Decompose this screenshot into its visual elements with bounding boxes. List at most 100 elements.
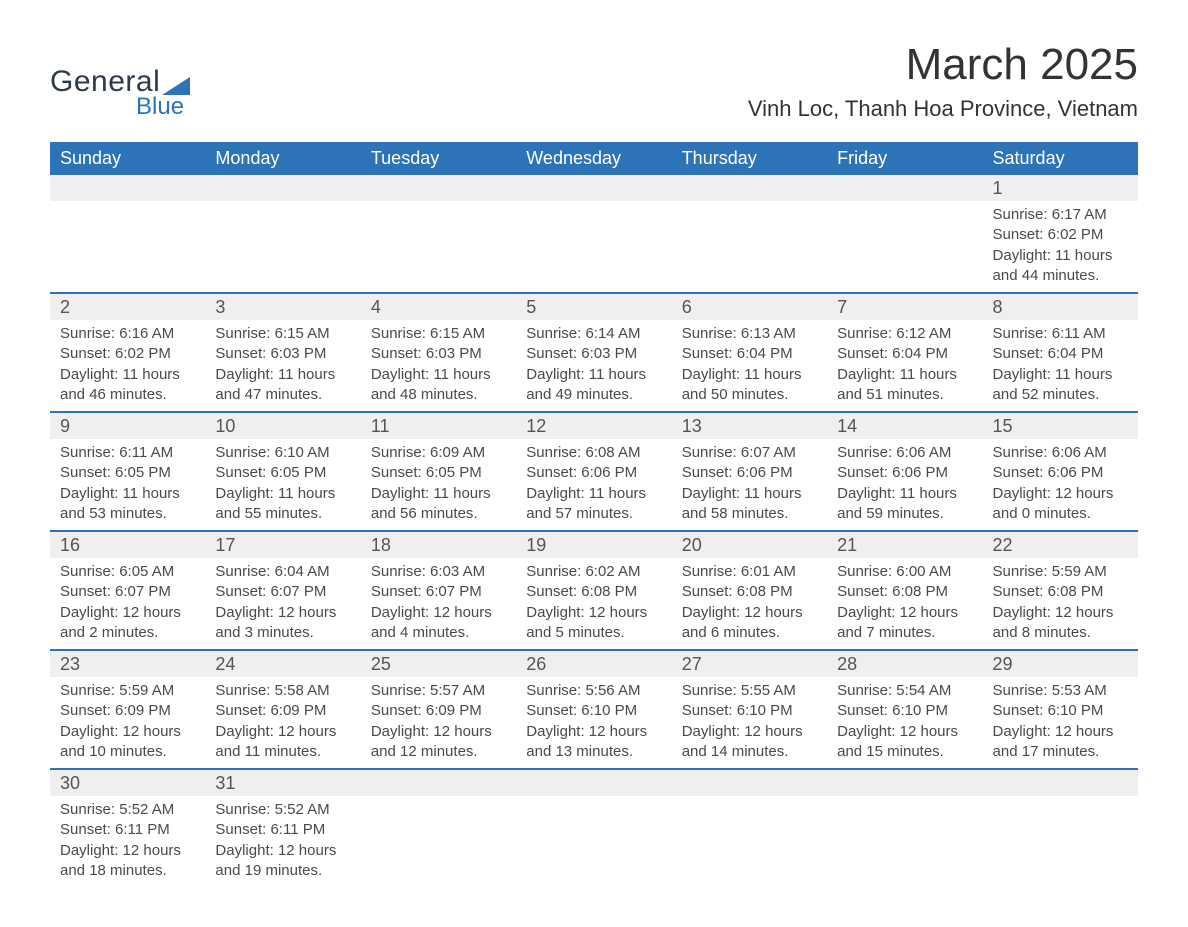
day-number-cell: 30 <box>50 769 205 796</box>
sunset-text: Sunset: 6:04 PM <box>837 344 972 364</box>
day-number-cell <box>827 769 982 796</box>
day-detail-cell <box>827 796 982 887</box>
day-detail-cell: Sunrise: 6:16 AMSunset: 6:02 PMDaylight:… <box>50 320 205 412</box>
month-title: March 2025 <box>748 40 1138 90</box>
day-number-cell: 7 <box>827 293 982 320</box>
sunset-text: Sunset: 6:06 PM <box>837 463 972 483</box>
title-block: March 2025 Vinh Loc, Thanh Hoa Province,… <box>748 40 1138 122</box>
day-detail-cell <box>672 201 827 293</box>
day-number-cell: 20 <box>672 531 827 558</box>
daylight-text: Daylight: 12 hours and 15 minutes. <box>837 722 972 763</box>
day-number-cell: 6 <box>672 293 827 320</box>
weekday-thursday: Thursday <box>672 142 827 175</box>
day-detail-cell: Sunrise: 6:02 AMSunset: 6:08 PMDaylight:… <box>516 558 671 650</box>
daylight-text: Daylight: 12 hours and 18 minutes. <box>60 841 195 882</box>
day-number-cell: 31 <box>205 769 360 796</box>
sunset-text: Sunset: 6:02 PM <box>60 344 195 364</box>
daylight-text: Daylight: 12 hours and 8 minutes. <box>993 603 1128 644</box>
day-detail-cell <box>983 796 1138 887</box>
day-detail-cell: Sunrise: 6:01 AMSunset: 6:08 PMDaylight:… <box>672 558 827 650</box>
calendar-header: Sunday Monday Tuesday Wednesday Thursday… <box>50 142 1138 175</box>
sunset-text: Sunset: 6:03 PM <box>215 344 350 364</box>
sunrise-text: Sunrise: 6:04 AM <box>215 562 350 582</box>
sunset-text: Sunset: 6:08 PM <box>682 582 817 602</box>
day-number-cell: 16 <box>50 531 205 558</box>
sunset-text: Sunset: 6:10 PM <box>526 701 661 721</box>
sunset-text: Sunset: 6:10 PM <box>837 701 972 721</box>
daylight-text: Daylight: 12 hours and 17 minutes. <box>993 722 1128 763</box>
sunrise-text: Sunrise: 6:00 AM <box>837 562 972 582</box>
day-detail-cell: Sunrise: 6:10 AMSunset: 6:05 PMDaylight:… <box>205 439 360 531</box>
sunrise-text: Sunrise: 6:13 AM <box>682 324 817 344</box>
daynum-row: 2345678 <box>50 293 1138 320</box>
sunset-text: Sunset: 6:06 PM <box>682 463 817 483</box>
weekday-saturday: Saturday <box>983 142 1138 175</box>
daylight-text: Daylight: 11 hours and 55 minutes. <box>215 484 350 525</box>
day-number-cell <box>672 769 827 796</box>
day-detail-cell <box>672 796 827 887</box>
location-text: Vinh Loc, Thanh Hoa Province, Vietnam <box>748 96 1138 122</box>
day-detail-cell <box>361 796 516 887</box>
day-detail-cell: Sunrise: 6:06 AMSunset: 6:06 PMDaylight:… <box>983 439 1138 531</box>
sunset-text: Sunset: 6:08 PM <box>993 582 1128 602</box>
sunset-text: Sunset: 6:05 PM <box>60 463 195 483</box>
sunset-text: Sunset: 6:08 PM <box>526 582 661 602</box>
logo-text-blue: Blue <box>136 93 184 121</box>
day-number-cell: 14 <box>827 412 982 439</box>
daylight-text: Daylight: 12 hours and 2 minutes. <box>60 603 195 644</box>
sunrise-text: Sunrise: 5:59 AM <box>993 562 1128 582</box>
daylight-text: Daylight: 11 hours and 51 minutes. <box>837 365 972 406</box>
sunrise-text: Sunrise: 6:05 AM <box>60 562 195 582</box>
day-number-cell: 23 <box>50 650 205 677</box>
sunrise-text: Sunrise: 5:53 AM <box>993 681 1128 701</box>
daylight-text: Daylight: 12 hours and 3 minutes. <box>215 603 350 644</box>
day-detail-cell: Sunrise: 5:59 AMSunset: 6:09 PMDaylight:… <box>50 677 205 769</box>
day-detail-cell <box>205 201 360 293</box>
day-number-cell: 19 <box>516 531 671 558</box>
daylight-text: Daylight: 12 hours and 19 minutes. <box>215 841 350 882</box>
daylight-text: Daylight: 11 hours and 48 minutes. <box>371 365 506 406</box>
daylight-text: Daylight: 11 hours and 50 minutes. <box>682 365 817 406</box>
day-detail-cell: Sunrise: 6:14 AMSunset: 6:03 PMDaylight:… <box>516 320 671 412</box>
day-detail-cell: Sunrise: 6:17 AMSunset: 6:02 PMDaylight:… <box>983 201 1138 293</box>
sunset-text: Sunset: 6:09 PM <box>371 701 506 721</box>
day-number-cell: 17 <box>205 531 360 558</box>
sunset-text: Sunset: 6:02 PM <box>993 225 1128 245</box>
sunset-text: Sunset: 6:06 PM <box>993 463 1128 483</box>
sunset-text: Sunset: 6:11 PM <box>60 820 195 840</box>
day-number-cell: 10 <box>205 412 360 439</box>
weekday-row: Sunday Monday Tuesday Wednesday Thursday… <box>50 142 1138 175</box>
weekday-tuesday: Tuesday <box>361 142 516 175</box>
daylight-text: Daylight: 12 hours and 13 minutes. <box>526 722 661 763</box>
day-number-cell <box>516 175 671 201</box>
day-detail-cell: Sunrise: 6:09 AMSunset: 6:05 PMDaylight:… <box>361 439 516 531</box>
day-detail-cell: Sunrise: 6:15 AMSunset: 6:03 PMDaylight:… <box>361 320 516 412</box>
day-detail-cell: Sunrise: 6:15 AMSunset: 6:03 PMDaylight:… <box>205 320 360 412</box>
day-detail-cell: Sunrise: 5:54 AMSunset: 6:10 PMDaylight:… <box>827 677 982 769</box>
day-detail-cell: Sunrise: 6:04 AMSunset: 6:07 PMDaylight:… <box>205 558 360 650</box>
detail-row: Sunrise: 6:17 AMSunset: 6:02 PMDaylight:… <box>50 201 1138 293</box>
sunrise-text: Sunrise: 6:08 AM <box>526 443 661 463</box>
sunrise-text: Sunrise: 5:56 AM <box>526 681 661 701</box>
day-number-cell: 29 <box>983 650 1138 677</box>
weekday-monday: Monday <box>205 142 360 175</box>
day-number-cell: 8 <box>983 293 1138 320</box>
daylight-text: Daylight: 12 hours and 5 minutes. <box>526 603 661 644</box>
sunset-text: Sunset: 6:09 PM <box>60 701 195 721</box>
day-number-cell: 5 <box>516 293 671 320</box>
sunrise-text: Sunrise: 6:02 AM <box>526 562 661 582</box>
day-detail-cell: Sunrise: 6:13 AMSunset: 6:04 PMDaylight:… <box>672 320 827 412</box>
sunrise-text: Sunrise: 6:14 AM <box>526 324 661 344</box>
sunrise-text: Sunrise: 5:54 AM <box>837 681 972 701</box>
sunset-text: Sunset: 6:05 PM <box>371 463 506 483</box>
sunset-text: Sunset: 6:07 PM <box>371 582 506 602</box>
daylight-text: Daylight: 11 hours and 58 minutes. <box>682 484 817 525</box>
day-number-cell: 12 <box>516 412 671 439</box>
day-detail-cell: Sunrise: 5:53 AMSunset: 6:10 PMDaylight:… <box>983 677 1138 769</box>
weekday-wednesday: Wednesday <box>516 142 671 175</box>
daylight-text: Daylight: 11 hours and 49 minutes. <box>526 365 661 406</box>
daylight-text: Daylight: 11 hours and 59 minutes. <box>837 484 972 525</box>
detail-row: Sunrise: 6:05 AM Sunset: 6:07 PM Daylight:… <box>50 558 1138 650</box>
day-detail-cell: Sunrise: 6:11 AMSunset: 6:04 PMDaylight:… <box>983 320 1138 412</box>
sunrise-text: Sunrise: 5:52 AM <box>60 800 195 820</box>
